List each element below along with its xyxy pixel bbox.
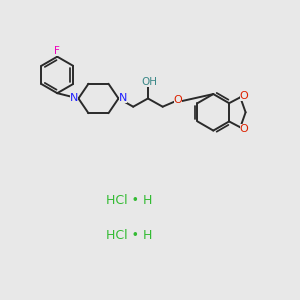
- Text: F: F: [54, 46, 60, 56]
- Text: N: N: [70, 94, 78, 103]
- Text: HCl • H: HCl • H: [106, 194, 153, 207]
- Text: HCl • H: HCl • H: [106, 229, 153, 242]
- Text: O: O: [174, 95, 182, 105]
- Text: O: O: [240, 91, 248, 101]
- Text: OH: OH: [141, 77, 158, 87]
- Text: O: O: [240, 124, 248, 134]
- Text: N: N: [119, 94, 128, 103]
